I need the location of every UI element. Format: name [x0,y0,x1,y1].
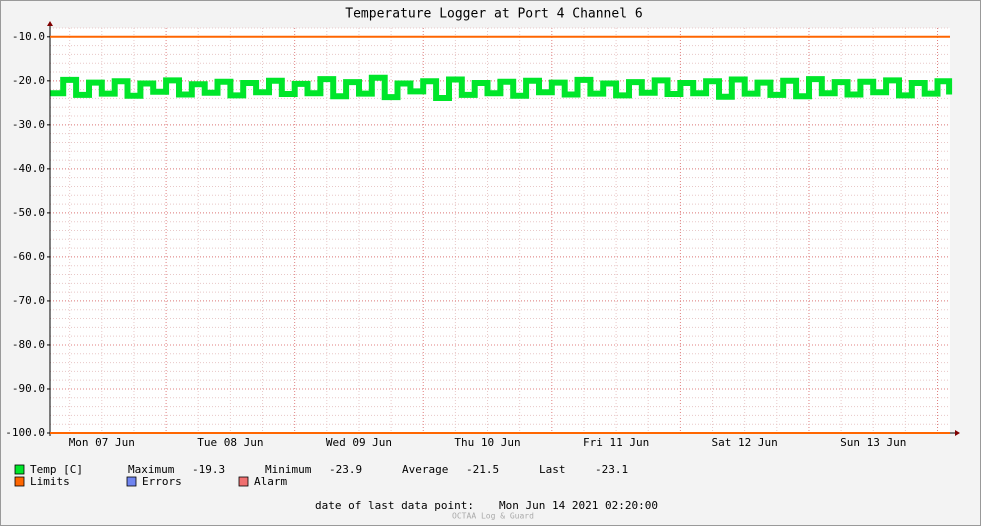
y-axis-arrow [47,21,53,26]
stat-value: -23.9 [329,463,362,476]
footer-value: Mon Jun 14 2021 02:20:00 [499,499,658,512]
y-tick-label: -10.0 [12,30,45,43]
y-tick-label: -40.0 [12,162,45,175]
legend-swatch [238,476,249,487]
stat-value: -23.1 [595,463,628,476]
y-tick-label: -20.0 [12,74,45,87]
legend-swatch [14,476,25,487]
x-axis-arrow [955,430,960,436]
y-tick-label: -30.0 [12,118,45,131]
footer-label: date of last data point: [315,499,474,512]
x-tick-label: Mon 07 Jun [69,436,135,449]
x-tick-label: Wed 09 Jun [326,436,392,449]
series-line [50,74,953,101]
stat-label: Minimum [265,463,312,476]
y-tick-label: -90.0 [12,382,45,395]
x-tick-label: Sat 12 Jun [712,436,778,449]
stat-value: -21.5 [466,463,499,476]
x-tick-label: Fri 11 Jun [583,436,649,449]
chart-title: Temperature Logger at Port 4 Channel 6 [345,7,642,22]
y-tick-label: -60.0 [12,250,45,263]
legend-swatch [126,476,137,487]
stat-label: Average [402,463,448,476]
watermark: OCTAA Log & Guard [452,512,534,521]
legend-swatch [14,464,25,475]
stat-label: Last [539,463,566,476]
x-tick-label: Tue 08 Jun [197,436,263,449]
y-tick-label: -50.0 [12,206,45,219]
y-tick-label: -80.0 [12,338,45,351]
legend-label: Limits [30,475,70,488]
legend-label: Errors [142,475,182,488]
stat-label: Maximum [128,463,175,476]
x-tick-label: Sun 13 Jun [840,436,906,449]
stat-value: -19.3 [192,463,225,476]
y-tick-label: -70.0 [12,294,45,307]
y-tick-label: -100.0 [5,426,45,439]
legend-label: Temp [C] [30,463,83,476]
x-tick-label: Thu 10 Jun [454,436,520,449]
legend-label: Alarm [254,475,287,488]
